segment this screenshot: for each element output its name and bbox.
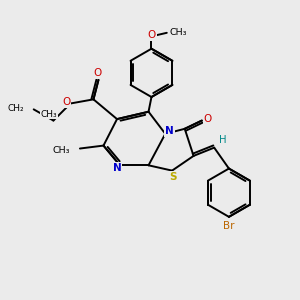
Text: N: N [165,126,174,136]
Text: O: O [62,97,70,107]
Text: O: O [148,31,156,40]
Text: Br: Br [223,221,235,231]
Text: CH₂: CH₂ [8,104,24,113]
Text: O: O [204,114,212,124]
Text: H: H [219,135,226,145]
Text: CH₃: CH₃ [169,28,187,37]
Text: O: O [94,68,102,78]
Text: CH₃: CH₃ [41,110,57,118]
Text: N: N [112,163,122,173]
Text: S: S [169,172,177,182]
Text: CH₃: CH₃ [52,146,70,155]
